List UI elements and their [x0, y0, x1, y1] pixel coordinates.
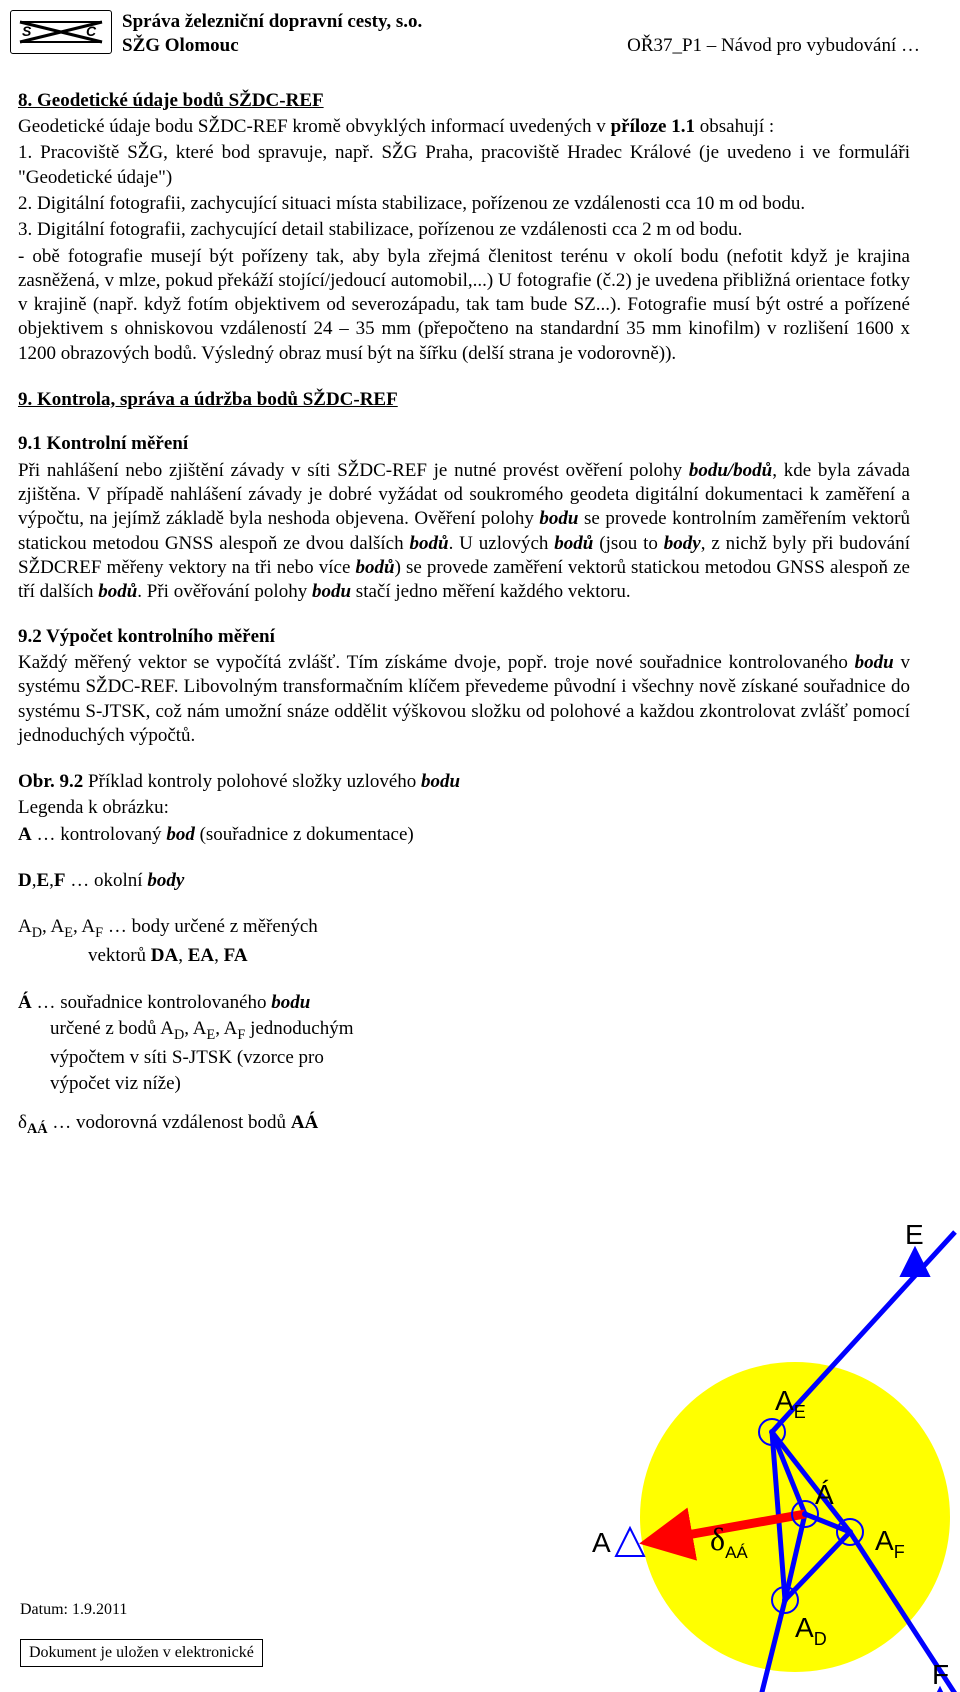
text-sub: D: [174, 1027, 184, 1043]
text: , A: [73, 916, 95, 937]
text-bi: bodu: [855, 652, 894, 673]
fig-caption: Obr. 9.2 Příklad kontroly polohové složk…: [18, 770, 910, 794]
section-9-2-title: 9.2 Výpočet kontrolního měření: [18, 625, 910, 649]
section-9-1-para: Při nahlášení nebo zjištění závady v sít…: [18, 459, 910, 605]
text: Příklad kontroly polohové složky uzlovéh…: [83, 771, 421, 792]
text-bold: F: [54, 870, 66, 891]
text: (jsou to: [593, 533, 663, 554]
text: . Při ověřování polohy: [137, 581, 312, 602]
figure-diagram: AEFÁADAEAFδAÁ: [510, 1212, 960, 1692]
legend-Aacute: Á … souřadnice kontrolovaného bodu: [18, 991, 910, 1015]
section-9-title: 9. Kontrola, správa a údržba bodů SŽDC-R…: [18, 388, 910, 412]
text: (souřadnice z dokumentace): [195, 824, 414, 845]
text-bold: DA: [151, 945, 178, 966]
text-bi: bodu: [312, 581, 351, 602]
svg-text:Á: Á: [815, 1479, 834, 1510]
page-content: 8. Geodetické údaje bodů SŽDC-REF Geodet…: [0, 59, 960, 1138]
svg-text:A: A: [592, 1527, 611, 1558]
legend-delta: δAÁ … vodorovná vzdálenost bodů AÁ: [18, 1111, 910, 1138]
text-bold: FA: [224, 945, 248, 966]
footer-box: Dokument je uložen v elektronické: [20, 1639, 263, 1667]
legend-Aacute-line3: výpočtem v síti S-JTSK (vzorce pro: [50, 1046, 910, 1070]
text-sub: AÁ: [27, 1120, 48, 1136]
text: stačí jedno měření každého vektoru.: [351, 581, 631, 602]
text: A: [18, 916, 32, 937]
svg-text:S: S: [22, 23, 32, 39]
section-8-item-1: 1. Pracoviště SŽG, které bod spravuje, n…: [18, 141, 910, 190]
section-8-item-2: 2. Digitální fotografii, zachycující sit…: [18, 192, 910, 216]
text-bold: Obr. 9.2: [18, 771, 83, 792]
section-9-1-title: 9.1 Kontrolní měření: [18, 432, 910, 456]
text-sub: D: [32, 925, 42, 941]
text: … vodorovná vzdálenost bodů: [48, 1112, 291, 1133]
header-left: Správa železniční dopravní cesty, s.o. S…: [122, 10, 422, 59]
text: … souřadnice kontrolovaného: [32, 992, 272, 1013]
diagram-svg: AEFÁADAEAFδAÁ: [510, 1212, 960, 1692]
text: , A: [215, 1018, 237, 1039]
text-bold: Á: [18, 992, 32, 1013]
text: , A: [42, 916, 64, 937]
legend-ADEF-line2: vektorů DA, EA, FA: [88, 944, 910, 968]
text: … okolní: [66, 870, 148, 891]
section-8-title: 8. Geodetické údaje bodů SŽDC-REF: [18, 89, 910, 113]
text-bi: bodu: [539, 508, 578, 529]
svg-text:F: F: [932, 1659, 949, 1690]
legend-DEF: D,E,F … okolní body: [18, 869, 910, 893]
text-bi: bodů: [355, 557, 394, 578]
text-bi: body: [147, 870, 184, 891]
text: Každý měřený vektor se vypočítá zvlášť. …: [18, 652, 855, 673]
text-bi: bod: [166, 824, 195, 845]
text-bold: A: [18, 824, 32, 845]
text-bi: bodů: [98, 581, 137, 602]
section-8-para: - obě fotografie musejí být pořízeny tak…: [18, 245, 910, 367]
header-text: Správa železniční dopravní cesty, s.o. S…: [112, 10, 920, 59]
text-bi: body: [664, 533, 701, 554]
legend-Aacute-line2: určené z bodů AD, AE, AF jednoduchým: [50, 1017, 910, 1044]
text: … kontrolovaný: [32, 824, 167, 845]
legend-title: Legenda k obrázku:: [18, 796, 910, 820]
text-bold: EA: [188, 945, 214, 966]
text: Při nahlášení nebo zjištění závady v sít…: [18, 460, 689, 481]
page-footer: Datum: 1.9.2011 Dokument je uložen v ele…: [20, 1600, 263, 1667]
section-8-item-3: 3. Digitální fotografii, zachycující det…: [18, 218, 910, 242]
legend-Aacute-line4: výpočet viz níže): [50, 1072, 910, 1096]
text-bi: bodů: [409, 533, 448, 554]
section-9-2-para: Každý měřený vektor se vypočítá zvlášť. …: [18, 651, 910, 748]
logo-box: S C: [10, 10, 112, 54]
text: Geodetické údaje bodu SŽDC-REF kromě obv…: [18, 116, 611, 137]
text: jednoduchým: [245, 1018, 353, 1039]
section-8-intro: Geodetické údaje bodu SŽDC-REF kromě obv…: [18, 115, 910, 139]
text: … body určené z měřených: [103, 916, 318, 937]
text-bi: bodů: [554, 533, 593, 554]
text-sub: E: [206, 1027, 215, 1043]
text: obsahují :: [695, 116, 774, 137]
legend-A: A … kontrolovaný bod (souřadnice z dokum…: [18, 823, 910, 847]
text-bold: D: [18, 870, 32, 891]
text: určené z bodů A: [50, 1018, 174, 1039]
text-sub: E: [64, 925, 73, 941]
svg-text:C: C: [86, 23, 97, 39]
page-header: S C Správa železniční dopravní cesty, s.…: [0, 0, 960, 59]
header-org2: SŽG Olomouc: [122, 34, 422, 58]
header-org1: Správa železniční dopravní cesty, s.o.: [122, 10, 422, 34]
text: ,: [178, 945, 188, 966]
text-bold: E: [36, 870, 49, 891]
text: . U uzlových: [449, 533, 555, 554]
text: , A: [184, 1018, 206, 1039]
text: vektorů: [88, 945, 151, 966]
text: ,: [214, 945, 224, 966]
legend-ADEF: AD, AE, AF … body určené z měřených: [18, 915, 910, 942]
szdc-logo-icon: S C: [16, 14, 106, 50]
text: δ: [18, 1112, 27, 1133]
text-bi: bodu: [421, 771, 460, 792]
text-sub: F: [95, 925, 103, 941]
text-bold: příloze 1.1: [611, 116, 695, 137]
footer-date: Datum: 1.9.2011: [20, 1600, 263, 1620]
text-bold: AÁ: [291, 1112, 318, 1133]
text-bi: bodu/bodů: [689, 460, 772, 481]
svg-text:E: E: [905, 1219, 924, 1250]
text-bi: bodu: [271, 992, 310, 1013]
header-docref: OŘ37_P1 – Návod pro vybudování …: [627, 34, 920, 58]
